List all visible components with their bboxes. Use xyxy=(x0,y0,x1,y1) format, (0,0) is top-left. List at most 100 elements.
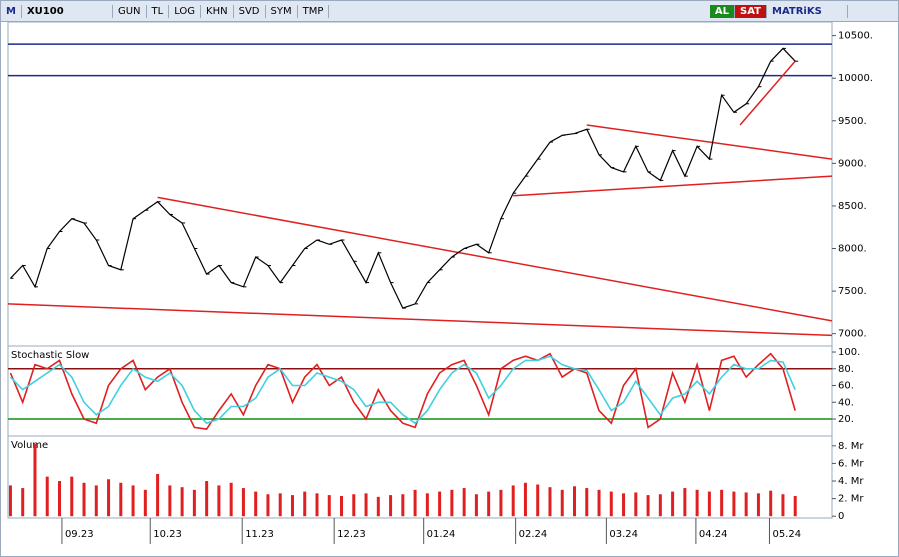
y-tick-label: 7500. xyxy=(838,286,867,297)
buy-button[interactable]: AL xyxy=(709,4,735,18)
toolbar-button[interactable]: SYM xyxy=(266,4,298,18)
volume-bar xyxy=(217,485,221,517)
brand: MATRiKS xyxy=(767,4,848,18)
x-tick-label: 09.23 xyxy=(65,529,94,540)
x-tick-label: 03.24 xyxy=(609,529,638,540)
toolbar-button[interactable]: KHN xyxy=(201,4,234,18)
line-series xyxy=(9,352,796,430)
y-tick-label: 80. xyxy=(838,364,854,375)
y-tick-label: 0 xyxy=(838,511,844,522)
x-tick-label: 11.23 xyxy=(245,529,274,540)
volume-bar xyxy=(781,494,785,517)
toolbar-button[interactable]: LOG xyxy=(169,4,202,18)
toolbar-button[interactable]: SVD xyxy=(234,4,266,18)
volume-bar xyxy=(487,491,491,517)
y-tick-label: 8500. xyxy=(838,201,867,212)
y-tick-label: 6. Mr xyxy=(838,458,864,469)
volume-bar xyxy=(474,494,478,517)
volume-bar xyxy=(523,482,527,517)
x-tick-label: 01.24 xyxy=(427,529,456,540)
volume-bar xyxy=(707,491,711,517)
volume-bar xyxy=(229,482,233,517)
volume-bar xyxy=(769,490,773,517)
x-tick-label: 02.24 xyxy=(519,529,548,540)
symbol[interactable]: XU100 xyxy=(22,4,113,18)
volume-bar xyxy=(744,492,748,517)
volume-bar xyxy=(352,494,356,517)
x-tick-label: 10.23 xyxy=(153,529,182,540)
volume-bar xyxy=(425,493,429,517)
volume-bar xyxy=(438,491,442,517)
y-tick-label: 20. xyxy=(838,414,854,425)
y-tick-label: 10500. xyxy=(838,31,873,42)
volume-bar xyxy=(401,494,405,517)
trendline xyxy=(7,303,833,337)
volume-bar xyxy=(290,495,294,517)
volume-bar xyxy=(793,495,797,517)
volume-bar xyxy=(732,491,736,517)
volume-bar xyxy=(695,489,699,517)
panel-title: Volume xyxy=(11,440,48,451)
volume-bar xyxy=(241,488,245,517)
volume-bar xyxy=(107,479,111,517)
volume-bar xyxy=(597,489,601,517)
x-tick-label: 05.24 xyxy=(772,529,801,540)
volume-bar xyxy=(585,488,589,517)
y-tick-label: 9500. xyxy=(838,116,867,127)
volume-bar xyxy=(205,481,209,517)
volume-bar xyxy=(683,488,687,517)
volume-bar xyxy=(573,486,576,517)
volume-bar xyxy=(180,487,184,517)
volume-bar xyxy=(266,494,270,517)
line-series xyxy=(9,355,796,425)
panel-title: Stochastic Slow xyxy=(11,350,89,361)
toolbar-button[interactable]: TMP xyxy=(298,4,330,18)
volume-bar xyxy=(327,495,331,517)
volume-bar xyxy=(70,476,74,517)
sell-button[interactable]: SAT xyxy=(735,4,767,18)
volume-bar xyxy=(58,481,61,517)
y-tick-label: 10000. xyxy=(838,73,873,84)
volume-bar xyxy=(143,489,147,517)
volume-bar xyxy=(756,493,760,517)
volume-bar xyxy=(315,493,319,517)
volume-bar xyxy=(156,473,160,517)
y-tick-label: 8. Mr xyxy=(838,441,864,452)
toolbar-button[interactable]: GUN xyxy=(113,4,147,18)
y-tick-label: 7000. xyxy=(838,329,867,340)
volume-bar xyxy=(389,495,393,517)
plot-frame xyxy=(7,21,833,519)
volume-bar xyxy=(658,494,662,517)
trendline xyxy=(157,196,833,322)
volume-bar xyxy=(94,485,98,517)
volume-bar xyxy=(536,484,540,517)
volume-bar xyxy=(646,495,650,517)
volume-bar xyxy=(499,489,503,517)
y-tick-label: 4. Mr xyxy=(838,476,864,487)
volume-bar xyxy=(168,485,172,517)
volume-bar xyxy=(671,491,675,517)
volume-bar xyxy=(278,493,282,517)
volume-bar xyxy=(609,491,613,517)
x-tick-label: 04.24 xyxy=(699,529,728,540)
volume-bar xyxy=(376,496,380,517)
volume-bar xyxy=(511,485,515,517)
volume-bar xyxy=(131,485,135,517)
trendline xyxy=(586,124,833,160)
y-tick-label: 100. xyxy=(838,347,860,358)
volume-bar xyxy=(450,489,454,517)
toolbar-button[interactable]: TL xyxy=(147,4,170,18)
volume-bar xyxy=(119,482,123,517)
buttons: GUN TL LOG KHN SVD SYM TMP xyxy=(113,4,330,18)
volume-bar xyxy=(548,487,552,517)
volume-bar xyxy=(364,493,368,517)
volume-bar xyxy=(303,491,307,517)
volume-bar xyxy=(622,493,626,517)
volume-bar xyxy=(21,488,25,517)
volume-bar xyxy=(82,482,86,517)
volume-bar xyxy=(462,488,466,517)
y-tick-label: 40. xyxy=(838,397,854,408)
